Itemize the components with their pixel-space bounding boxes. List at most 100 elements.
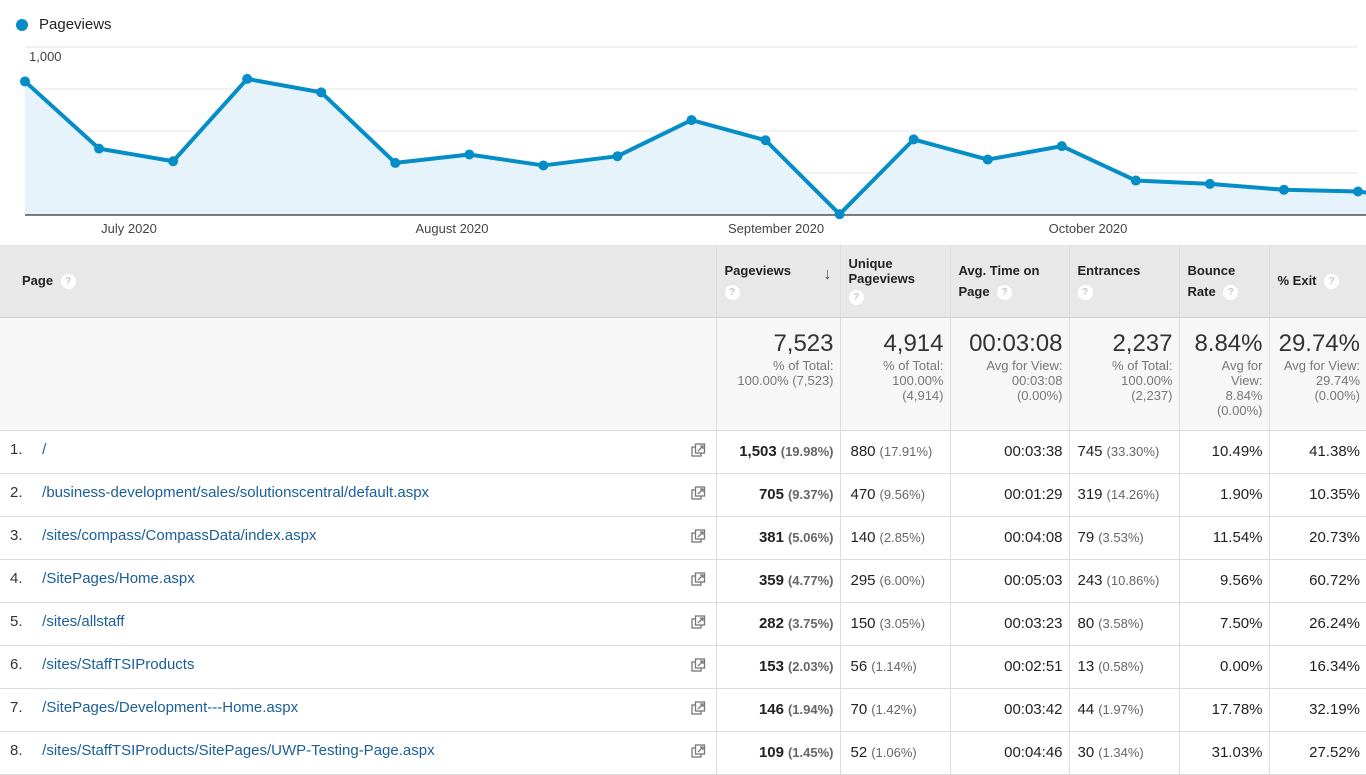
header-entrances[interactable]: Entrances ? (1069, 245, 1180, 318)
data-point[interactable] (390, 157, 401, 168)
data-point[interactable] (908, 134, 919, 145)
totals-sub: 100.00% (7,523) (737, 372, 834, 388)
page-link[interactable]: / (42, 441, 47, 458)
open-external-icon[interactable] (690, 529, 706, 548)
open-external-icon[interactable] (690, 615, 706, 634)
avg-time-cell: 00:03:38 (950, 430, 1070, 473)
data-point[interactable] (94, 143, 105, 154)
data-point[interactable] (242, 73, 253, 84)
data-point[interactable] (316, 87, 327, 98)
data-point[interactable] (760, 135, 771, 146)
bounce-value: 1.90% (1219, 486, 1263, 503)
x-tick-label: August 2020 (415, 221, 488, 236)
totals-sub: % of Total: (1112, 357, 1173, 373)
help-icon[interactable]: ? (1223, 284, 1239, 300)
totals-avg-time: 00:03:08 Avg for View: 00:03:08 (0.00%) (950, 317, 1070, 430)
avg-time-cell: 00:04:46 (950, 731, 1070, 774)
unique-value: 70 (850, 701, 868, 718)
pageviews-percent: (3.75%) (787, 616, 834, 631)
header-pageviews[interactable]: Pageviews ↓ ? (716, 245, 841, 318)
unique-pageviews-cell: 470 (9.56%) (840, 473, 951, 516)
page-link[interactable]: /sites/allstaff (42, 613, 125, 630)
avg-time-value: 00:02:51 (1004, 658, 1063, 675)
page-link[interactable]: /business-development/sales/solutionscen… (42, 484, 430, 501)
pageviews-percent: (19.98%) (780, 444, 834, 459)
header-page[interactable]: Page ? (0, 245, 717, 318)
unique-value: 56 (850, 658, 868, 675)
bounce-value: 31.03% (1211, 744, 1263, 761)
open-external-icon[interactable] (690, 443, 706, 462)
help-icon[interactable]: ? (1324, 274, 1340, 290)
page-link[interactable]: /sites/compass/CompassData/index.aspx (42, 527, 317, 544)
totals-sub: % of Total: (773, 357, 834, 373)
data-point[interactable] (834, 209, 845, 220)
data-point[interactable] (1056, 141, 1067, 152)
totals-value: 7,523 (773, 329, 834, 357)
totals-sub: (2,237) (1131, 387, 1173, 403)
entrances-cell: 30 (1.34%) (1069, 731, 1180, 774)
unique-percent: (17.91%) (879, 444, 933, 459)
open-external-icon[interactable] (690, 744, 706, 763)
header-unique-label-1: Unique (848, 256, 893, 272)
totals-entrances: 2,237 % of Total: 100.00% (2,237) (1069, 317, 1180, 430)
open-external-icon[interactable] (690, 658, 706, 677)
data-point[interactable] (1204, 178, 1215, 189)
avg-time-value: 00:03:38 (1004, 443, 1063, 460)
data-point[interactable] (20, 76, 30, 87)
data-point[interactable] (982, 154, 993, 165)
help-icon[interactable]: ? (848, 290, 864, 306)
help-icon[interactable]: ? (997, 284, 1013, 300)
pageviews-cell: 146 (1.94%) (716, 688, 841, 731)
data-point[interactable] (538, 160, 549, 171)
help-icon[interactable]: ? (724, 284, 740, 300)
pageviews-value: 705 (758, 486, 784, 503)
page-link[interactable]: /sites/StaffTSIProducts (42, 656, 195, 673)
sort-down-icon[interactable]: ↓ (823, 265, 832, 283)
pageviews-percent: (1.45%) (787, 745, 834, 760)
page-link[interactable]: /SitePages/Home.aspx (42, 570, 195, 587)
data-point[interactable] (612, 151, 623, 162)
help-icon[interactable]: ? (60, 274, 76, 290)
header-entrances-label: Entrances (1077, 262, 1141, 278)
bounce-cell: 31.03% (1179, 731, 1270, 774)
totals-sub: 100.00% (1121, 372, 1173, 388)
series-area-extension (1358, 191, 1366, 215)
page-link[interactable]: /SitePages/Development---Home.aspx (42, 699, 299, 716)
unique-value: 150 (850, 615, 876, 632)
unique-pageviews-cell: 140 (2.85%) (840, 516, 951, 559)
totals-sub: 29.74% (1315, 372, 1360, 388)
help-icon[interactable]: ? (1077, 284, 1093, 300)
data-point[interactable] (1130, 175, 1141, 186)
open-external-icon[interactable] (690, 486, 706, 505)
header-bounce-label-2: Rate (1187, 283, 1216, 299)
data-point[interactable] (464, 149, 475, 160)
page-link[interactable]: /sites/StaffTSIProducts/SitePages/UWP-Te… (42, 742, 435, 759)
exit-value: 26.24% (1309, 615, 1360, 632)
header-unique-pageviews[interactable]: Unique Pageviews ? (840, 245, 951, 318)
data-point[interactable] (1353, 186, 1363, 197)
unique-pageviews-cell: 880 (17.91%) (840, 430, 951, 473)
series-line (23, 76, 1366, 217)
exit-cell: 27.52% (1269, 731, 1366, 774)
data-point[interactable] (1278, 184, 1289, 195)
entrances-value: 79 (1077, 529, 1095, 546)
entrances-percent: (10.86%) (1106, 573, 1160, 588)
avg-time-value: 00:04:46 (1004, 744, 1063, 761)
unique-percent: (2.85%) (879, 530, 926, 545)
data-point[interactable] (168, 156, 179, 167)
data-point[interactable] (686, 115, 697, 126)
open-external-icon[interactable] (690, 572, 706, 591)
chart-legend[interactable]: Pageviews (16, 16, 112, 33)
pageviews-percent: (2.03%) (787, 659, 834, 674)
page-cell: 7. /SitePages/Development---Home.aspx (0, 688, 717, 731)
entrances-cell: 79 (3.53%) (1069, 516, 1180, 559)
page-cell: 5. /sites/allstaff (0, 602, 717, 645)
header-avg-time[interactable]: Avg. Time on Page ? (950, 245, 1070, 318)
header-exit[interactable]: % Exit ? (1269, 245, 1366, 318)
bounce-cell: 9.56% (1179, 559, 1270, 602)
unique-percent: (3.05%) (879, 616, 926, 631)
header-bounce-rate[interactable]: Bounce Rate ? (1179, 245, 1270, 318)
open-external-icon[interactable] (690, 701, 706, 720)
bounce-cell: 0.00% (1179, 645, 1270, 688)
